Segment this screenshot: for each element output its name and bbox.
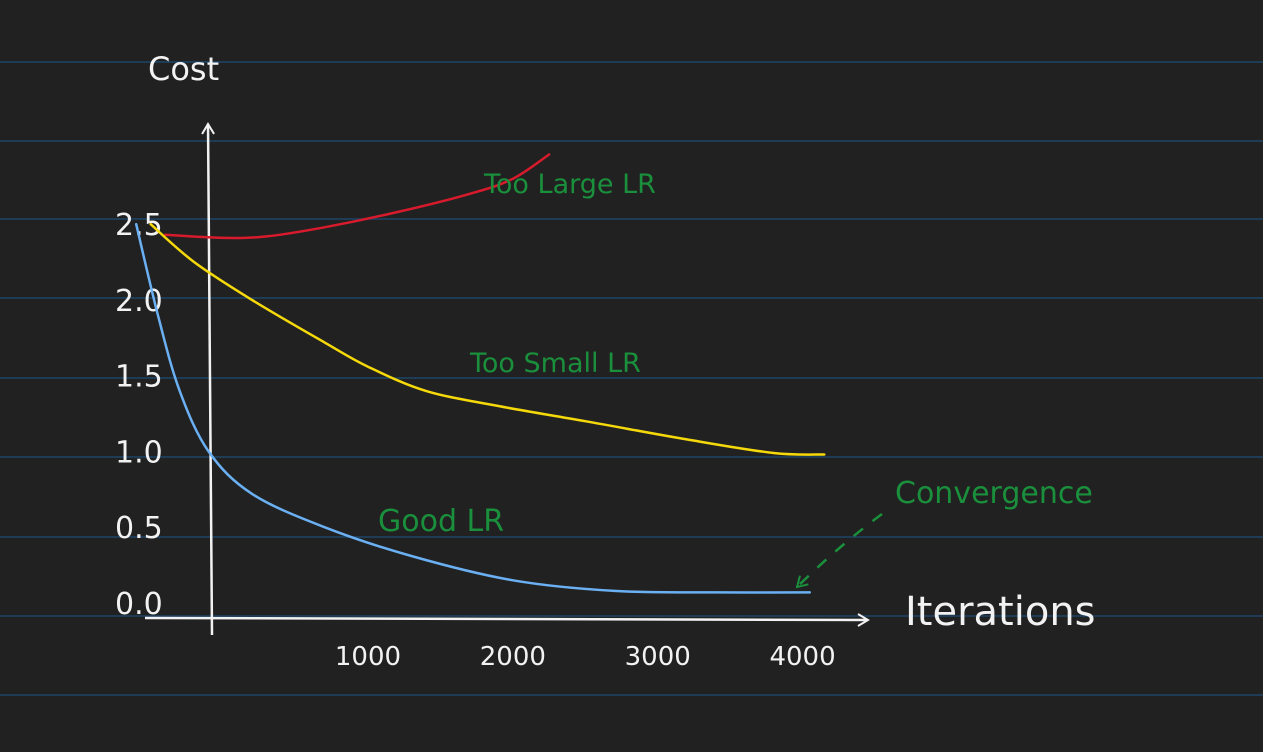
x-tick-label: 2000 — [480, 642, 546, 672]
y-axis — [201, 122, 215, 636]
annotation-convergence: Convergence — [895, 476, 1093, 511]
y-tick-labels: 0.00.51.01.52.02.5 — [115, 208, 163, 622]
y-axis-label: Cost — [148, 50, 219, 88]
x-tick-label: 1000 — [335, 642, 401, 672]
annotation-too-small-lr: Too Small LR — [469, 348, 641, 379]
annotation-good-lr: Good LR — [378, 504, 504, 539]
x-tick-labels: 1000 2000 3000 4000 — [335, 642, 836, 672]
y-tick-label: 0.0 — [115, 587, 163, 622]
series-line-too-large-lr — [163, 153, 551, 240]
convergence-arrow — [795, 512, 883, 589]
x-tick-label: 4000 — [769, 642, 835, 672]
x-tick-label: 3000 — [625, 642, 691, 672]
x-axis-label: Iterations — [905, 589, 1096, 635]
annotation-too-large-lr: Too Large LR — [483, 169, 656, 200]
x-axis — [144, 613, 870, 627]
y-tick-label: 1.0 — [115, 435, 163, 470]
series-line-good-lr — [134, 222, 812, 594]
y-tick-label: 0.5 — [115, 511, 163, 546]
series-line-too-small-lr — [149, 222, 826, 456]
y-tick-label: 1.5 — [115, 360, 163, 395]
